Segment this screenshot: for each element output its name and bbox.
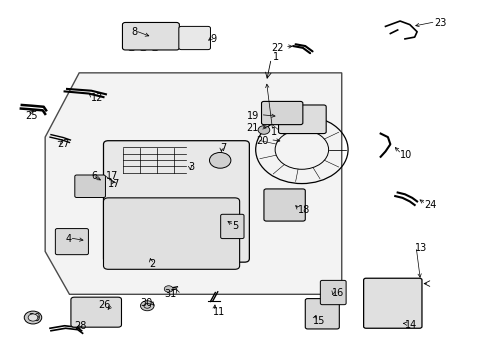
Circle shape	[24, 311, 41, 324]
Circle shape	[140, 301, 154, 311]
Text: 25: 25	[26, 111, 38, 121]
Text: 28: 28	[74, 321, 86, 332]
Text: 4: 4	[65, 234, 72, 244]
FancyBboxPatch shape	[103, 141, 249, 262]
Text: 12: 12	[91, 93, 103, 103]
Text: 21: 21	[246, 123, 259, 133]
FancyBboxPatch shape	[75, 175, 105, 198]
Text: 31: 31	[164, 289, 176, 299]
Text: 13: 13	[414, 243, 426, 253]
Text: 14: 14	[404, 320, 416, 330]
Text: 24: 24	[424, 200, 436, 210]
Circle shape	[258, 126, 269, 134]
FancyBboxPatch shape	[220, 214, 244, 239]
Text: 16: 16	[331, 288, 344, 297]
Text: 27: 27	[57, 139, 70, 149]
Circle shape	[209, 153, 230, 168]
Text: 23: 23	[433, 18, 446, 28]
FancyBboxPatch shape	[71, 297, 121, 327]
Text: 9: 9	[210, 34, 216, 44]
Text: 26: 26	[98, 300, 111, 310]
Text: 1: 1	[272, 52, 278, 62]
FancyBboxPatch shape	[261, 102, 302, 125]
Text: 7: 7	[220, 143, 226, 153]
Circle shape	[151, 45, 159, 51]
FancyBboxPatch shape	[55, 229, 88, 255]
Text: 17: 17	[106, 171, 118, 181]
Text: 11: 11	[212, 307, 224, 317]
FancyBboxPatch shape	[122, 22, 179, 50]
Text: 3: 3	[188, 162, 194, 172]
Text: 1: 1	[271, 127, 277, 137]
Circle shape	[139, 45, 147, 51]
Text: 30: 30	[140, 298, 152, 308]
Text: 10: 10	[399, 150, 411, 160]
Text: 17: 17	[108, 179, 121, 189]
Text: 22: 22	[270, 43, 283, 53]
Text: 19: 19	[246, 111, 259, 121]
Text: 6: 6	[91, 171, 97, 181]
Text: 29: 29	[28, 312, 41, 323]
Text: 15: 15	[312, 316, 325, 326]
FancyBboxPatch shape	[179, 26, 210, 50]
Text: 20: 20	[256, 136, 268, 146]
Text: 8: 8	[131, 27, 137, 37]
FancyBboxPatch shape	[278, 105, 325, 134]
Text: 2: 2	[149, 259, 156, 269]
FancyBboxPatch shape	[305, 298, 339, 329]
Circle shape	[28, 314, 38, 321]
FancyBboxPatch shape	[320, 280, 346, 305]
FancyBboxPatch shape	[363, 278, 421, 328]
FancyBboxPatch shape	[264, 189, 305, 221]
Circle shape	[164, 286, 173, 292]
Circle shape	[127, 45, 135, 51]
Text: 18: 18	[297, 205, 309, 215]
Polygon shape	[45, 73, 341, 294]
Text: 5: 5	[232, 221, 238, 231]
FancyBboxPatch shape	[103, 198, 239, 269]
